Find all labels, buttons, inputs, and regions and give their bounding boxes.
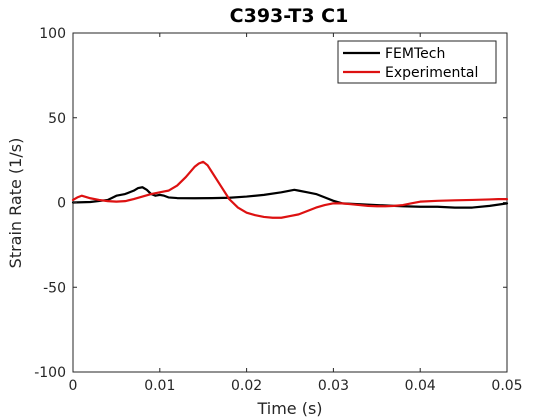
x-tick-label: 0 [69,378,78,394]
x-tick-label: 0.04 [405,378,436,394]
chart-title: C393-T3 C1 [230,5,349,27]
legend-label-0: FEMTech [385,46,445,62]
legend: FEMTech Experimental [337,40,497,84]
x-tick-label: 0.02 [231,378,262,394]
y-tick-label: 0 [57,196,66,212]
x-tick-label: 0.05 [491,378,522,394]
legend-label-1: Experimental [385,65,478,81]
legend-box [337,40,497,84]
y-tick-label: -50 [43,280,66,296]
y-tick-label: 100 [39,26,66,42]
y-tick-label: -100 [34,365,66,381]
y-axis-label: Strain Rate (1/s) [6,138,25,269]
tick-layer: 0 0.01 0.02 0.03 0.04 0.05 -100 -50 0 50 100 [34,26,522,394]
x-tick-label: 0.03 [318,378,349,394]
series-layer [71,160,509,219]
plot-area [72,32,508,373]
y-tick-label: 50 [48,111,66,127]
series-line-1 [71,160,509,219]
x-tick-label: 0.01 [144,378,175,394]
x-axis-label: Time (s) [256,399,322,418]
